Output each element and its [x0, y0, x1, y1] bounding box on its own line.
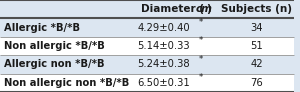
Text: *: * — [199, 36, 203, 45]
Text: Non allergic *B/*B: Non allergic *B/*B — [4, 41, 105, 51]
Text: 5.24±0.38: 5.24±0.38 — [138, 59, 190, 69]
Bar — [0, 55, 123, 74]
Text: cm: cm — [196, 4, 212, 14]
Bar — [220, 55, 294, 74]
Bar — [0, 18, 123, 37]
Text: 76: 76 — [250, 78, 263, 88]
Bar — [220, 0, 294, 18]
Text: *: * — [199, 73, 203, 82]
Text: 6.50±0.31: 6.50±0.31 — [138, 78, 190, 88]
Bar — [220, 74, 294, 92]
Bar — [123, 0, 220, 18]
Bar — [220, 18, 294, 37]
Text: 5.14±0.33: 5.14±0.33 — [138, 41, 190, 51]
Text: 42: 42 — [250, 59, 263, 69]
Text: *: * — [199, 55, 203, 64]
Text: ): ) — [206, 4, 211, 14]
Bar — [220, 37, 294, 55]
Text: Allergic non *B/*B: Allergic non *B/*B — [4, 59, 105, 69]
Text: *: * — [199, 18, 203, 27]
Bar — [123, 18, 220, 37]
Bar — [0, 74, 123, 92]
Text: Diameter (: Diameter ( — [141, 4, 204, 14]
Bar — [123, 37, 220, 55]
Bar — [0, 37, 123, 55]
Text: Non allergic non *B/*B: Non allergic non *B/*B — [4, 78, 130, 88]
Bar — [123, 55, 220, 74]
Text: 51: 51 — [250, 41, 263, 51]
Text: Subjects (n): Subjects (n) — [221, 4, 292, 14]
Bar — [123, 74, 220, 92]
Bar — [0, 0, 123, 18]
Text: 4.29±0.40: 4.29±0.40 — [138, 23, 190, 33]
Text: Allergic *B/*B: Allergic *B/*B — [4, 23, 80, 33]
Text: 34: 34 — [250, 23, 263, 33]
